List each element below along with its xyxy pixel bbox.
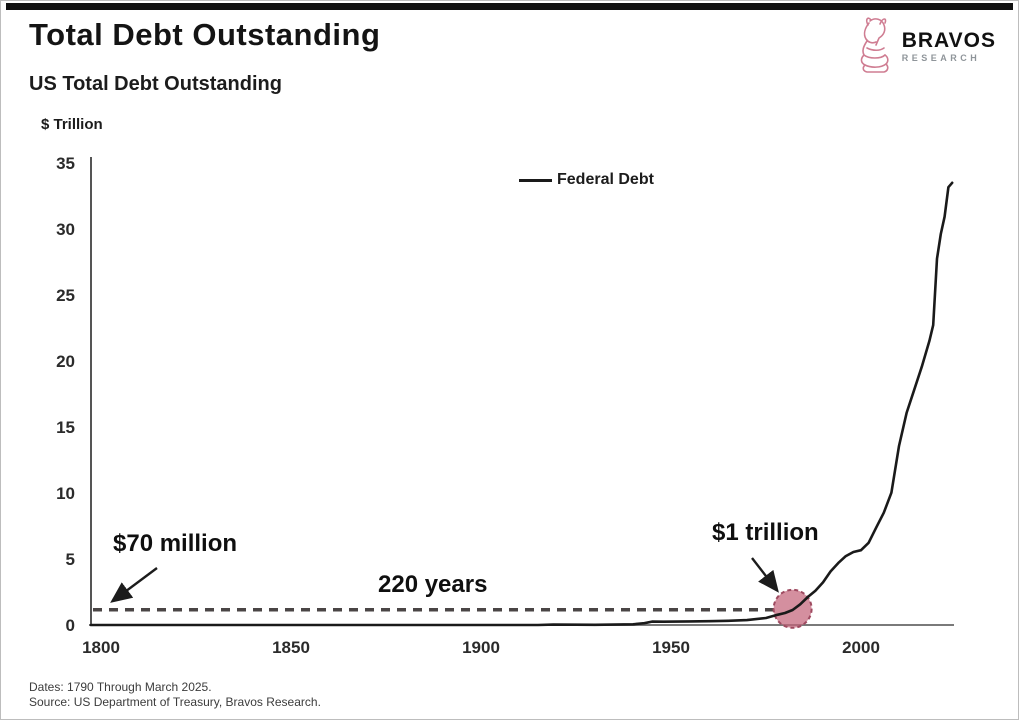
x-tick-label: 1900 xyxy=(462,638,500,657)
arrow-to-1-trillion xyxy=(751,557,779,593)
annotation-220-years: 220 years xyxy=(378,571,488,598)
annotation-1-trillion: $1 trillion xyxy=(712,519,819,546)
federal-debt-line-swatch xyxy=(519,178,552,182)
x-tick-label: 2000 xyxy=(842,638,880,657)
bull-knight-icon xyxy=(855,15,895,78)
x-tick-label: 1950 xyxy=(652,638,690,657)
legend: Federal Debt xyxy=(519,171,654,189)
footer-source: Source: US Department of Treasury, Bravo… xyxy=(29,695,321,709)
y-tick-label: 20 xyxy=(56,352,75,371)
logo-text: BRAVOS RESEARCH xyxy=(902,30,996,63)
bravos-research-logo: BRAVOS RESEARCH xyxy=(855,15,996,78)
y-tick-label: 25 xyxy=(56,286,75,305)
legend-label-federal-debt: Federal Debt xyxy=(557,171,654,188)
federal-debt-line xyxy=(89,181,954,627)
x-tick-label: 1800 xyxy=(82,638,120,657)
footer-dates: Dates: 1790 Through March 2025. xyxy=(29,680,212,694)
page-title: Total Debt Outstanding xyxy=(29,17,381,52)
y-tick-label: 10 xyxy=(56,484,75,503)
logo-subbrand: RESEARCH xyxy=(901,53,981,63)
y-tick-label: 35 xyxy=(56,154,75,173)
y-tick-label: 30 xyxy=(56,220,75,239)
top-divider-bar xyxy=(6,3,1013,10)
chart-subtitle: US Total Debt Outstanding xyxy=(29,73,282,95)
y-tick-label: 0 xyxy=(66,616,75,635)
annotation-70-million: $70 million xyxy=(113,530,238,557)
y-tick-label: 15 xyxy=(56,418,75,437)
arrow-to-70-million xyxy=(110,567,158,603)
logo-brand: BRAVOS xyxy=(901,29,996,52)
x-tick-label: 1850 xyxy=(272,638,310,657)
y-tick-label: 5 xyxy=(66,550,75,569)
y-axis-unit-label: $ Trillion xyxy=(41,116,103,133)
